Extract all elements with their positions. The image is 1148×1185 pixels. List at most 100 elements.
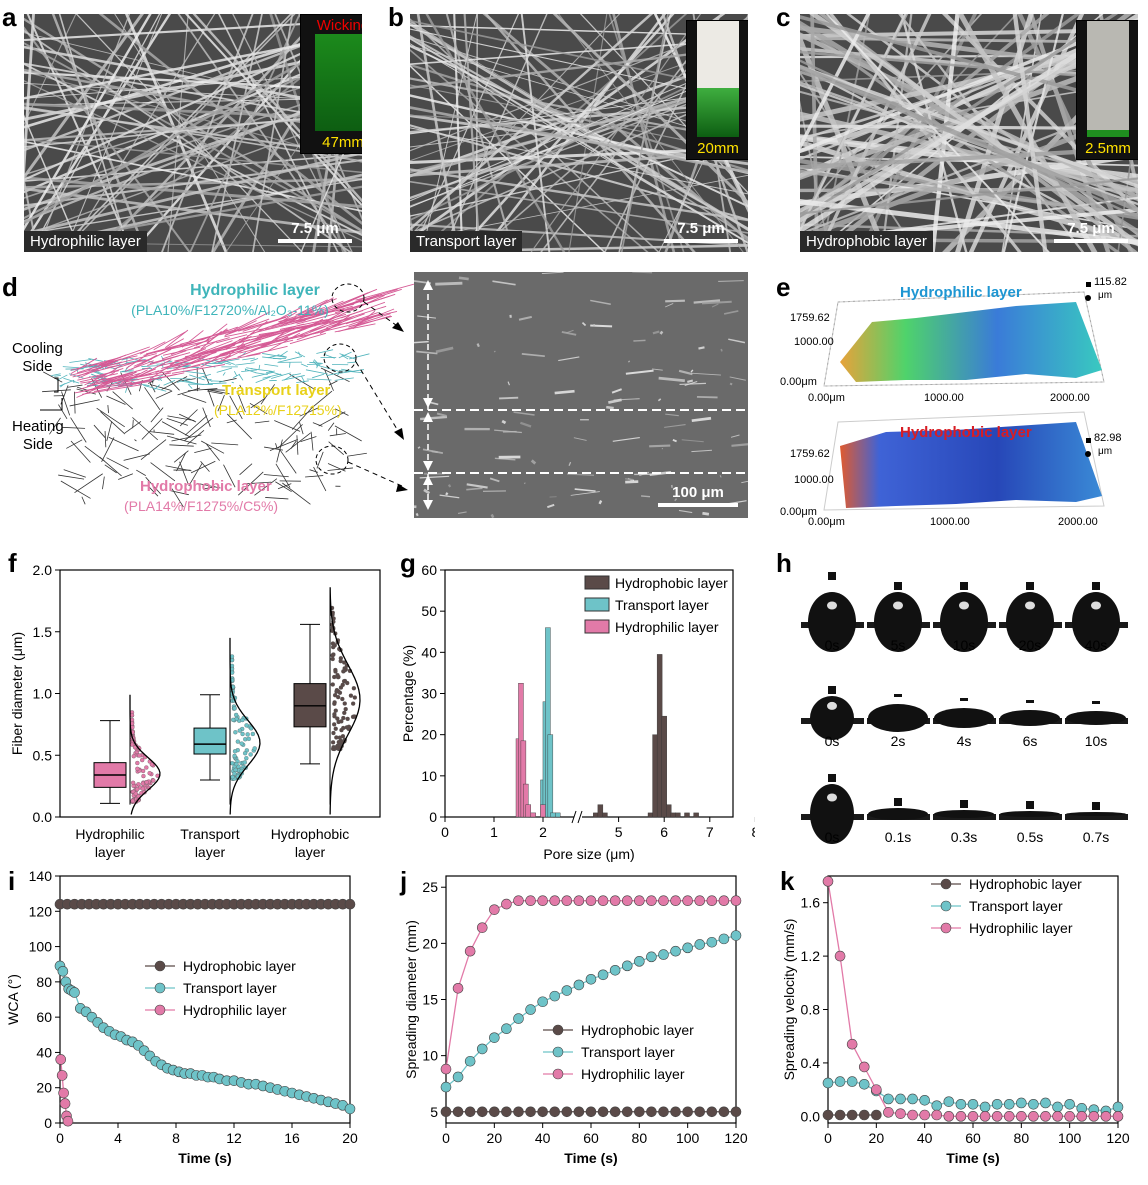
y-tick-bot-2: 1000.00 <box>794 474 834 486</box>
zmax-bot: 82.98 <box>1094 432 1122 444</box>
wicking-fill-b <box>697 87 739 137</box>
x-axis-label: Time (s) <box>946 1150 999 1166</box>
legend-label: Hydrophilic layer <box>969 920 1073 936</box>
x-tick-label: 0 <box>824 1130 832 1146</box>
data-point <box>991 1111 1003 1122</box>
wicking-inset-b: 20mm <box>686 20 748 160</box>
data-point <box>135 787 140 792</box>
panel-label-i: i <box>8 866 16 896</box>
data-point <box>242 751 248 756</box>
x-tick-top-1: 1000.00 <box>924 392 964 404</box>
data-point <box>718 1106 730 1118</box>
data-point <box>634 956 645 967</box>
legend-marker <box>154 1004 166 1016</box>
x-tick-label: 80 <box>1014 1130 1030 1146</box>
wca-chart: 0 20 40 60 80 100 120 140 0 4 8 12 16 20 Time (s) WCA (… <box>5 868 358 1166</box>
data-point <box>1064 1099 1075 1110</box>
time-label: 10s <box>1085 733 1108 749</box>
data-point <box>140 781 145 786</box>
droplet-image-grid: 0s 5s 10s 20s 40s 0s 2s 4s 6s 10s 0s 0.1s 0.3s 0.5s 0.… <box>801 572 1128 845</box>
data-point <box>525 1004 536 1015</box>
category-label: layer <box>195 844 226 860</box>
data-point <box>658 1106 669 1118</box>
data-point <box>537 1106 548 1118</box>
legend-label: Hydrophobic layer <box>615 575 728 591</box>
needle <box>1026 801 1034 809</box>
wicking-height-b: 20mm <box>697 140 739 157</box>
x-tick-label: 7 <box>706 824 714 840</box>
data-point <box>1052 1101 1063 1113</box>
data-point <box>549 990 561 1002</box>
data-point <box>489 904 500 915</box>
data-point <box>682 895 693 907</box>
data-point <box>351 701 356 706</box>
data-point <box>330 641 336 646</box>
data-point <box>58 1087 69 1099</box>
data-point <box>55 1054 67 1065</box>
data-point <box>1003 1111 1015 1122</box>
data-point <box>501 898 512 910</box>
y-tick-label: 0.0 <box>801 1108 821 1124</box>
y-tick-label: 0.0 <box>33 809 53 825</box>
data-point <box>341 679 347 684</box>
data-point <box>694 1106 706 1118</box>
panel-label-j: j <box>400 866 408 896</box>
data-point <box>135 760 140 766</box>
y-axis-label: Fiber diameter (μm) <box>9 632 25 755</box>
data-point <box>342 710 347 716</box>
data-point <box>646 951 657 963</box>
data-point <box>907 1109 918 1121</box>
data-point <box>706 1106 718 1118</box>
layer-label-b: Transport layer <box>410 231 523 252</box>
transport-comp-d: (PLA12%/F12715%) <box>214 402 342 418</box>
legend-label: Hydrophobic layer <box>581 1022 694 1038</box>
data-point <box>883 1107 894 1118</box>
data-point <box>141 773 146 779</box>
data-point <box>931 1109 943 1121</box>
droplet <box>1066 711 1126 725</box>
data-point <box>585 895 597 907</box>
data-point <box>1028 1111 1039 1122</box>
legend-label: Transport layer <box>615 597 709 613</box>
data-point <box>240 717 245 723</box>
bar <box>693 812 699 818</box>
data-point <box>846 1076 858 1087</box>
y-axis-label: Spreading velocity (mm/s) <box>781 919 797 1081</box>
time-label: 10s <box>953 637 976 653</box>
bar <box>540 804 546 818</box>
data-point <box>871 1109 882 1121</box>
droplet <box>940 592 988 652</box>
sem-cross-section: 100 μm <box>414 272 748 518</box>
z-origin-bot: 0.00μm <box>780 506 817 518</box>
droplet-highlight <box>827 701 837 710</box>
data-point <box>57 965 69 977</box>
data-point <box>130 798 135 803</box>
time-label: 5s <box>891 637 906 653</box>
zunit-bot: μm <box>1098 446 1113 457</box>
data-point <box>907 1093 918 1105</box>
data-point <box>1040 1097 1051 1109</box>
data-point <box>476 922 488 933</box>
data-point <box>670 895 681 907</box>
needle <box>828 572 836 580</box>
y-tick-top-1: 1759.62 <box>790 312 830 324</box>
data-point <box>330 746 336 751</box>
data-point <box>943 1111 955 1122</box>
bar <box>656 654 663 818</box>
y-tick-label: 40 <box>36 1044 52 1060</box>
data-point <box>337 735 342 740</box>
needle <box>1092 802 1100 810</box>
legend-marker <box>552 1046 564 1058</box>
data-point <box>573 895 585 907</box>
y-tick-label: 1.6 <box>801 895 821 911</box>
bar <box>593 812 599 818</box>
x-tick-label: 40 <box>535 1130 551 1146</box>
panel-label-g: g <box>400 548 416 578</box>
data-point <box>895 1093 906 1105</box>
data-point <box>597 969 609 981</box>
data-point <box>931 1100 943 1111</box>
y-tick-label: 20 <box>422 935 438 951</box>
data-point <box>232 749 238 754</box>
data-point <box>979 1111 991 1122</box>
data-point <box>1016 1111 1027 1122</box>
